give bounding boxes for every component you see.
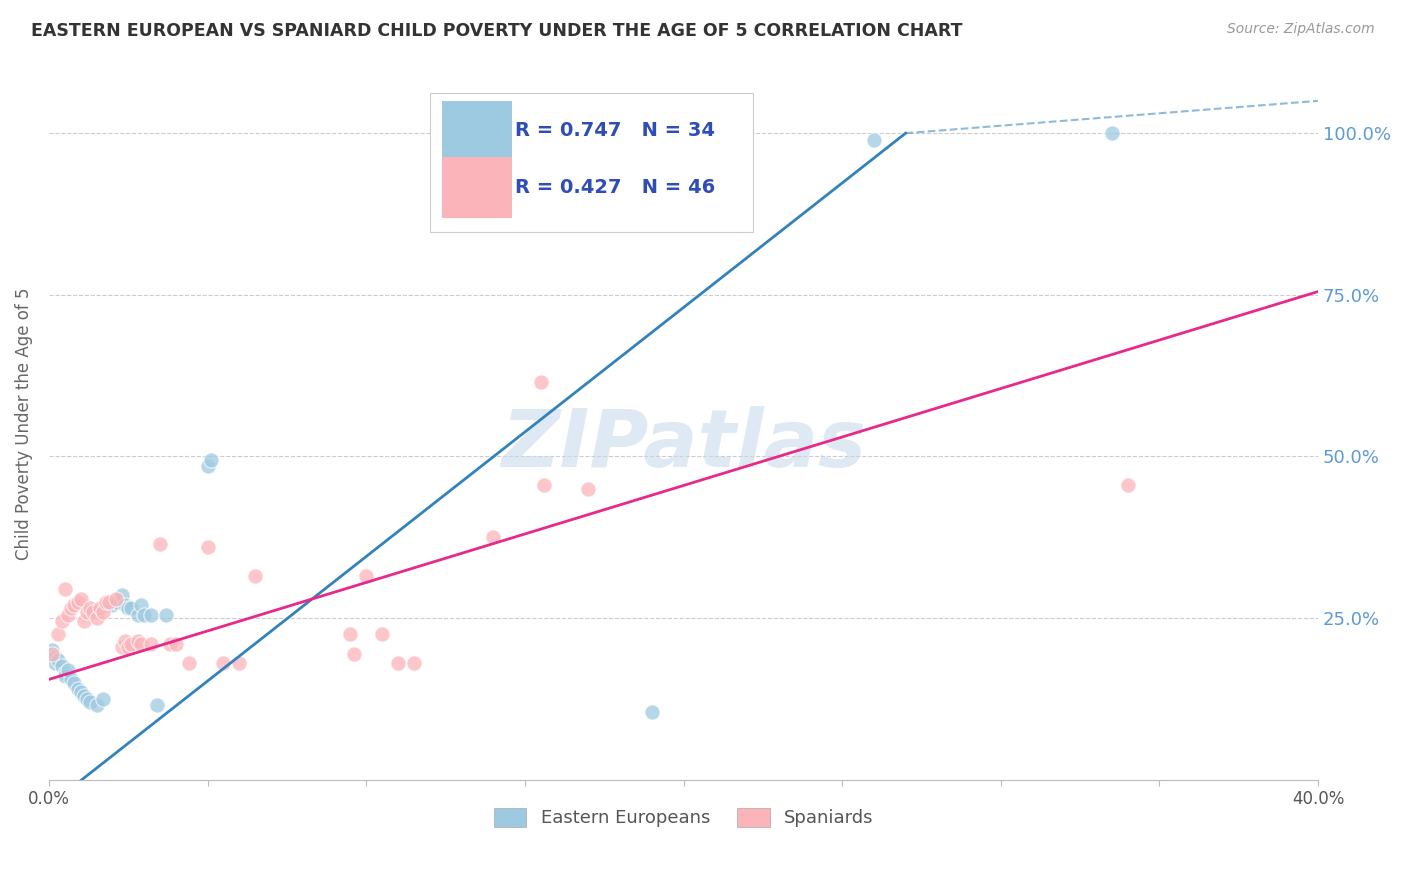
Point — [53, 582, 76, 596]
Point — [91, 691, 114, 706]
Point — [117, 640, 139, 654]
Point — [121, 601, 143, 615]
Point — [56, 663, 79, 677]
Point — [121, 637, 143, 651]
Point — [159, 637, 181, 651]
Point — [371, 627, 394, 641]
Point — [69, 685, 91, 699]
Point — [863, 133, 886, 147]
Point — [339, 627, 361, 641]
Point — [482, 530, 505, 544]
Point — [66, 682, 89, 697]
Point — [576, 482, 599, 496]
Point — [114, 598, 136, 612]
Text: R = 0.427   N = 46: R = 0.427 N = 46 — [515, 178, 716, 197]
Text: Source: ZipAtlas.com: Source: ZipAtlas.com — [1227, 22, 1375, 37]
Point — [114, 633, 136, 648]
Point — [53, 669, 76, 683]
Point — [149, 536, 172, 550]
Text: ZIPatlas: ZIPatlas — [501, 407, 866, 484]
Point — [212, 657, 235, 671]
Point — [104, 591, 127, 606]
Point — [41, 647, 63, 661]
Point — [155, 607, 177, 622]
Point — [641, 705, 664, 719]
Point — [402, 657, 425, 671]
Point — [593, 126, 616, 140]
Point — [56, 607, 79, 622]
Point — [91, 605, 114, 619]
FancyBboxPatch shape — [443, 101, 512, 161]
Point — [530, 375, 553, 389]
Point — [111, 588, 134, 602]
Point — [245, 569, 267, 583]
Point — [79, 695, 101, 709]
Point — [127, 633, 149, 648]
Point — [177, 657, 200, 671]
Point — [533, 478, 555, 492]
Point — [48, 653, 70, 667]
Point — [111, 640, 134, 654]
Point — [356, 569, 378, 583]
Point — [76, 691, 98, 706]
FancyBboxPatch shape — [430, 94, 754, 232]
Y-axis label: Child Poverty Under the Age of 5: Child Poverty Under the Age of 5 — [15, 288, 32, 560]
Point — [86, 698, 108, 713]
Point — [139, 637, 162, 651]
Point — [94, 595, 117, 609]
Point — [86, 611, 108, 625]
Point — [104, 595, 127, 609]
Point — [117, 601, 139, 615]
Point — [129, 637, 152, 651]
Point — [63, 598, 86, 612]
Point — [51, 659, 73, 673]
Point — [73, 614, 96, 628]
Point — [200, 452, 222, 467]
Point — [165, 637, 187, 651]
Point — [53, 665, 76, 680]
Point — [342, 647, 364, 661]
Point — [44, 657, 66, 671]
Point — [1101, 126, 1123, 140]
Point — [1116, 478, 1139, 492]
Point — [60, 601, 83, 615]
Text: R = 0.747   N = 34: R = 0.747 N = 34 — [515, 121, 714, 140]
Point — [82, 605, 104, 619]
Point — [98, 595, 121, 609]
Point — [63, 675, 86, 690]
Point — [228, 657, 250, 671]
Point — [197, 459, 219, 474]
Point — [48, 627, 70, 641]
Point — [79, 601, 101, 615]
Point — [69, 591, 91, 606]
Legend: Eastern Europeans, Spaniards: Eastern Europeans, Spaniards — [486, 801, 880, 835]
Text: EASTERN EUROPEAN VS SPANIARD CHILD POVERTY UNDER THE AGE OF 5 CORRELATION CHART: EASTERN EUROPEAN VS SPANIARD CHILD POVER… — [31, 22, 963, 40]
Point — [44, 649, 66, 664]
FancyBboxPatch shape — [443, 157, 512, 218]
Point — [60, 673, 83, 687]
Point — [129, 598, 152, 612]
Point — [76, 605, 98, 619]
Point — [73, 689, 96, 703]
Point — [197, 540, 219, 554]
Point — [134, 607, 156, 622]
Point — [101, 598, 124, 612]
Point — [89, 601, 111, 615]
Point — [127, 607, 149, 622]
Point — [41, 643, 63, 657]
Point — [139, 607, 162, 622]
Point — [387, 657, 409, 671]
Point — [51, 614, 73, 628]
Point — [66, 595, 89, 609]
Point — [146, 698, 169, 713]
